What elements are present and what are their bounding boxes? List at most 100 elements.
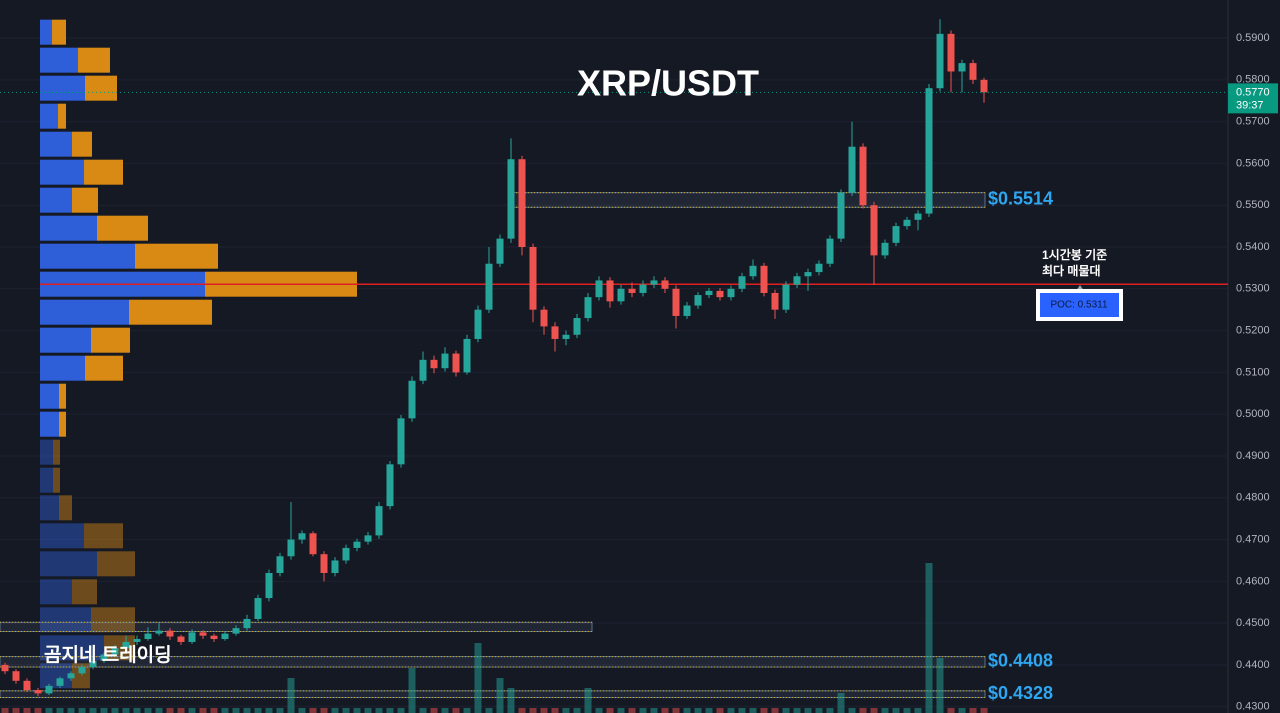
candle-body (89, 660, 97, 668)
candle-body (485, 263, 493, 310)
volume-bar (980, 708, 988, 713)
y-tick-label: 0.4900 (1236, 450, 1270, 462)
profile-sell (59, 383, 66, 409)
profile-sell (84, 523, 123, 549)
volume-bar (683, 708, 691, 713)
volume-bar (210, 708, 218, 713)
volume-bar (573, 708, 581, 713)
volume-bar (221, 708, 229, 713)
profile-sell (58, 103, 66, 129)
volume-bar (694, 708, 702, 713)
candle-body (100, 654, 108, 661)
candle-body (221, 633, 229, 640)
candle-body (859, 146, 867, 206)
poc-note: 최다 매물대 (1042, 263, 1101, 278)
candle-body (606, 280, 614, 302)
watermark: 곰지네 트레이딩 (44, 644, 172, 666)
y-tick-label: 0.5100 (1236, 366, 1270, 378)
volume-bar (760, 708, 768, 713)
profile-sell (72, 131, 92, 157)
volume-bar (936, 658, 944, 713)
volume-bar (342, 708, 350, 713)
volume-bar (309, 708, 317, 713)
candle-body (353, 541, 361, 548)
volume-bar (67, 708, 75, 713)
volume-bar (23, 708, 31, 713)
profile-buy (40, 523, 84, 549)
volume-bar (331, 708, 339, 713)
volume-bar (595, 708, 603, 713)
y-tick-label: 0.4400 (1236, 659, 1270, 671)
profile-buy (40, 551, 97, 577)
candle-body (309, 533, 317, 555)
volume-bar (34, 708, 42, 713)
volume-bar (199, 708, 207, 713)
candle-body (826, 238, 834, 264)
volume-bar (947, 708, 955, 713)
profile-buy (40, 75, 85, 101)
candle-body (716, 290, 724, 298)
candle-body (188, 632, 196, 642)
volume-bar (430, 708, 438, 713)
candle-body (232, 628, 240, 634)
volume-bar (562, 708, 570, 713)
volume-bar (353, 708, 361, 713)
candle-body (705, 290, 713, 296)
volume-bar (661, 708, 669, 713)
volume-bar (452, 708, 460, 713)
candle-body (727, 288, 735, 298)
zone-label: $0.4328 (988, 683, 1053, 703)
profile-sell (72, 187, 98, 213)
candle-body (782, 284, 790, 310)
y-tick-label: 0.5600 (1236, 157, 1270, 169)
volume-bar (496, 678, 504, 713)
candle-body (650, 280, 658, 285)
profile-buy (40, 159, 84, 185)
volume-bar (826, 708, 834, 713)
profile-sell (53, 439, 60, 465)
candle-body (155, 630, 163, 634)
y-tick-label: 0.4500 (1236, 617, 1270, 629)
volume-bar (56, 708, 64, 713)
volume-bar (727, 708, 735, 713)
volume-bar (474, 643, 482, 713)
candle-body (34, 690, 42, 694)
volume-bar (89, 708, 97, 713)
volume-bar (287, 678, 295, 713)
volume-bar (639, 708, 647, 713)
candle-body (122, 641, 130, 649)
candle-body (903, 219, 911, 227)
profile-sell (135, 243, 218, 269)
candle-body (738, 276, 746, 289)
volume-bar (815, 708, 823, 713)
poc-note: 1시간봉 기준 (1042, 247, 1107, 262)
volume-bar (485, 708, 493, 713)
zone (0, 690, 986, 699)
candle-body (133, 639, 141, 642)
candle-body (144, 633, 152, 640)
volume-bar (584, 688, 592, 713)
candle-body (342, 547, 350, 561)
candle-body (958, 63, 966, 72)
candle-body (749, 265, 757, 277)
profile-buy (40, 355, 85, 381)
candle-body (1, 664, 9, 672)
volume-bar (232, 708, 240, 713)
profile-buy (40, 103, 58, 129)
candle-body (628, 288, 636, 293)
candle-body (661, 280, 669, 289)
profile-buy (40, 467, 53, 493)
candle-body (397, 418, 405, 465)
profile-sell (72, 579, 97, 605)
profile-buy (40, 19, 52, 45)
candle-body (243, 618, 251, 629)
y-tick-label: 0.5700 (1236, 116, 1270, 128)
volume-bar (716, 708, 724, 713)
volume-bar (243, 708, 251, 713)
profile-sell (91, 607, 135, 633)
volume-bar (903, 708, 911, 713)
volume-bar (628, 708, 636, 713)
volume-bar (529, 708, 537, 713)
candle-body (419, 359, 427, 381)
y-tick-label: 0.5000 (1236, 408, 1270, 420)
